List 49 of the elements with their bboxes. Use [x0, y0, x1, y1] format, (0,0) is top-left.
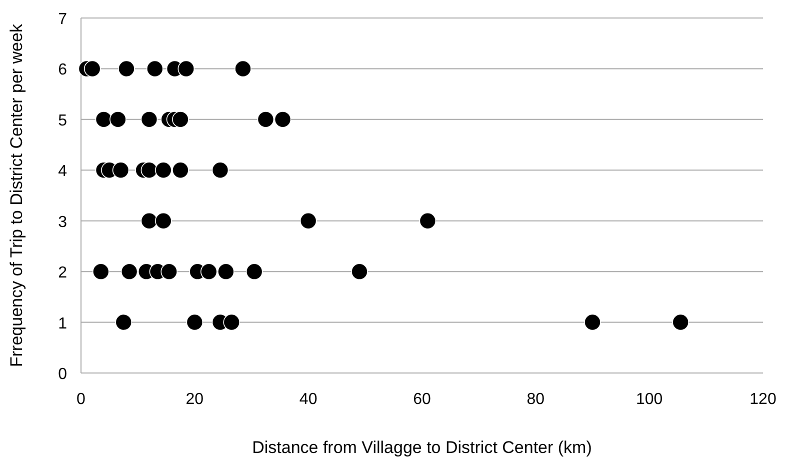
y-axis-title: Frrequency of Trip to District Center per week [7, 24, 26, 367]
x-tick-label: 20 [186, 391, 204, 408]
point [140, 212, 158, 230]
y-tick-label: 7 [58, 11, 68, 28]
point [140, 162, 158, 179]
y-tick-label: 4 [58, 163, 68, 180]
point [155, 162, 172, 179]
point [172, 162, 189, 179]
point [112, 162, 130, 179]
point [115, 314, 132, 331]
x-tick-label: 120 [750, 391, 776, 408]
y-tick-label: 1 [58, 315, 68, 332]
point [257, 111, 274, 128]
point [246, 263, 263, 280]
x-tick-label: 40 [299, 391, 318, 408]
point [160, 263, 178, 280]
point [118, 60, 135, 78]
point [234, 60, 252, 78]
point [584, 314, 601, 331]
point [274, 111, 292, 128]
point [140, 111, 158, 128]
point [419, 212, 436, 230]
point [110, 111, 126, 128]
point [300, 212, 317, 230]
point [186, 314, 204, 331]
x-tick-label: 100 [636, 391, 663, 408]
x-axis-title: Distance from Villagge to District Center (km) [252, 438, 592, 457]
point [351, 263, 368, 280]
point [84, 60, 101, 78]
point [172, 111, 189, 128]
point [146, 60, 164, 78]
y-tick-label: 0 [58, 366, 68, 383]
point [218, 263, 234, 280]
x-tick-label: 0 [76, 391, 86, 408]
point [155, 212, 172, 230]
point [95, 111, 112, 128]
x-tick-label: 80 [526, 391, 545, 408]
y-tick-label: 6 [58, 62, 68, 79]
y-tick-label: 5 [58, 112, 68, 130]
point [200, 263, 218, 280]
y-tick-label: 3 [58, 214, 68, 231]
y-tick-label: 2 [58, 264, 68, 282]
point [672, 314, 689, 331]
point [212, 162, 229, 179]
point [178, 60, 195, 78]
x-tick-label: 60 [413, 391, 431, 408]
point [92, 263, 110, 280]
point [120, 263, 138, 280]
point [223, 314, 240, 331]
